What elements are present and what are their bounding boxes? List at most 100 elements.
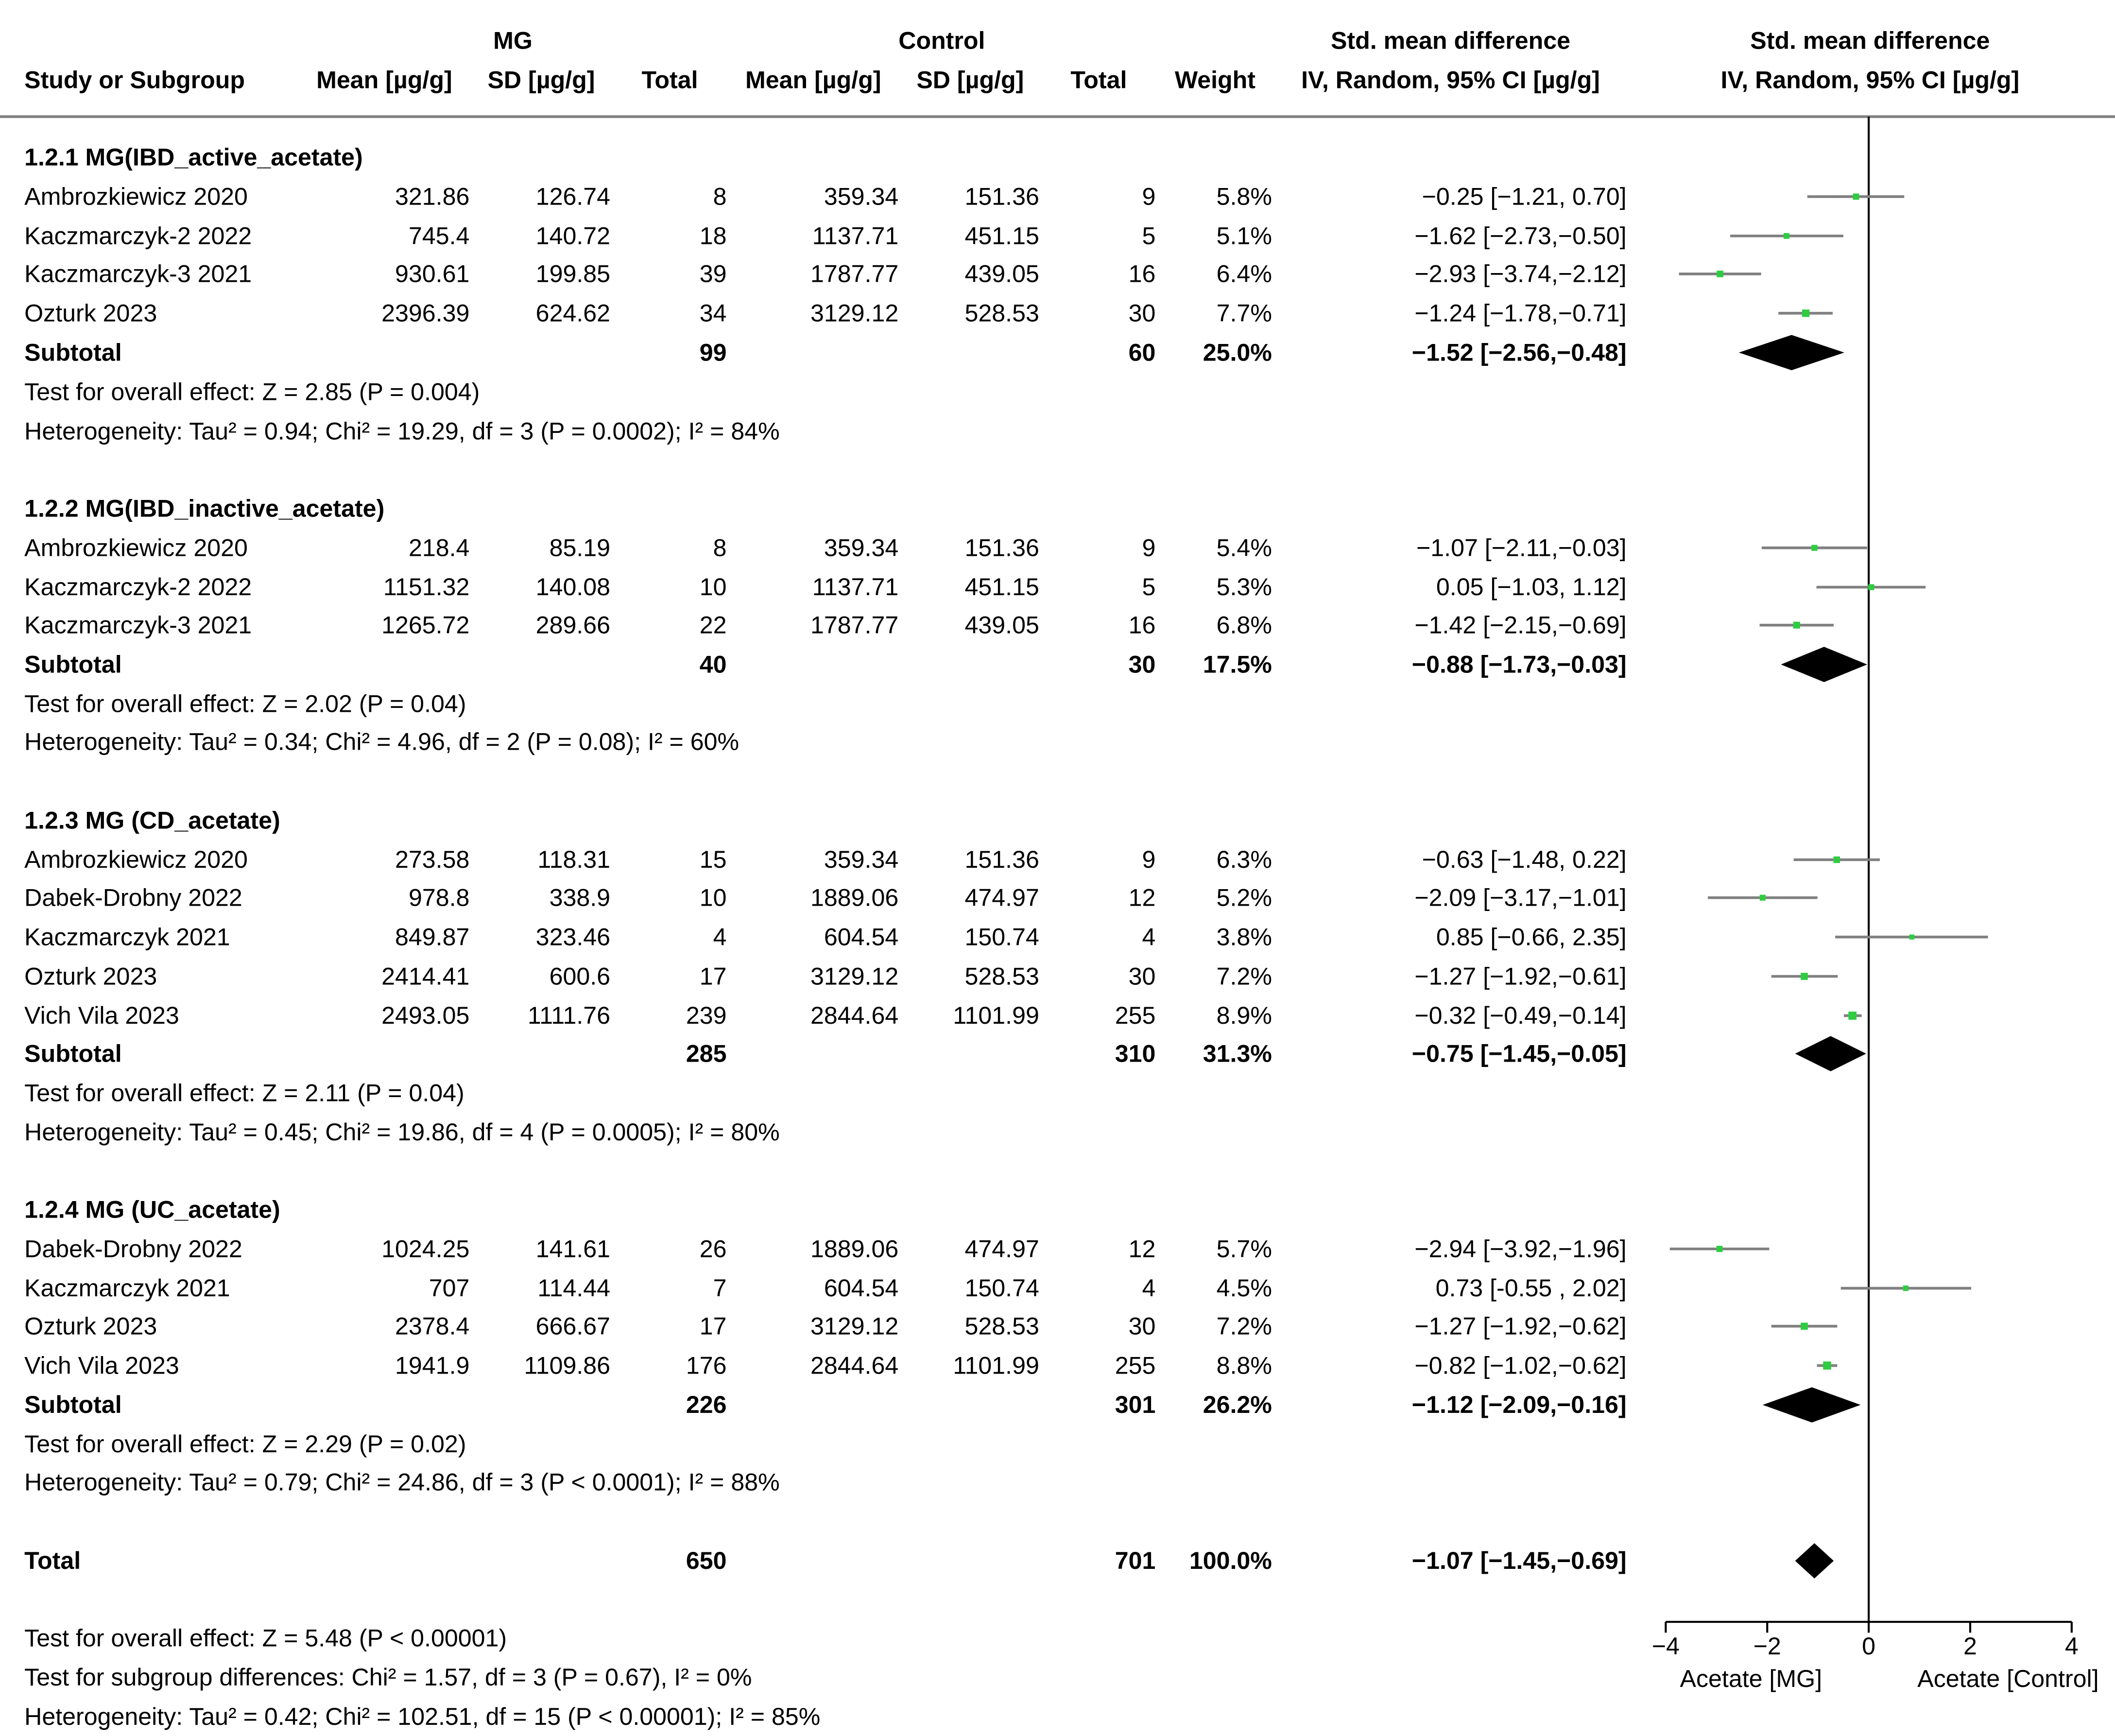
subgroup-title: 1.2.3 MG (CD_acetate) (24, 807, 280, 834)
weight-value: 3.8% (1216, 923, 1272, 951)
control-total-value: 12 (1128, 884, 1156, 911)
study-point-marker (1811, 545, 1818, 551)
smd-ci-value: −0.82 [−1.02,−0.62] (1414, 1352, 1627, 1379)
header-plot-method: IV, Random, 95% CI [µg/g] (1720, 66, 2020, 94)
study-point-marker (1717, 270, 1723, 277)
header-mg-mean: Mean [µg/g] (316, 66, 452, 94)
mg-sd-value: 199.85 (535, 260, 611, 288)
mg-sd-value: 141.61 (535, 1235, 611, 1263)
weight-value: 4.5% (1216, 1274, 1272, 1302)
control-mean-value: 3129.12 (810, 1312, 899, 1340)
mg-total-value: 17 (699, 963, 727, 990)
mg-mean-value: 745.4 (408, 222, 470, 250)
control-mean-value: 1137.71 (812, 222, 899, 250)
mg-mean-value: 2396.39 (381, 299, 470, 327)
weight-value: 7.2% (1216, 1312, 1272, 1340)
mg-mean-value: 930.61 (395, 260, 470, 288)
subtotal-label: Subtotal (24, 1391, 122, 1419)
x-axis-tick-label: 0 (1862, 1633, 1875, 1660)
mg-sd-value: 600.6 (549, 963, 611, 990)
study-point-marker (1833, 856, 1840, 863)
mg-total-value: 176 (686, 1352, 727, 1379)
header-mg-sd: SD [µg/g] (487, 66, 595, 94)
subtotal-label: Subtotal (24, 1040, 122, 1067)
control-total-value: 30 (1128, 299, 1156, 327)
subtotal-control-total: 301 (1115, 1391, 1156, 1419)
study-name: Kaczmarczyk 2021 (24, 1274, 230, 1302)
subgroup-heterogeneity: Heterogeneity: Tau² = 0.94; Chi² = 19.29… (24, 417, 780, 445)
control-sd-value: 150.74 (964, 1274, 1039, 1302)
control-mean-value: 2844.64 (810, 1352, 899, 1379)
subtotal-control-total: 60 (1128, 339, 1156, 366)
subtotal-label: Subtotal (24, 339, 122, 366)
control-sd-value: 150.74 (964, 923, 1039, 951)
subtotal-smd-ci: −0.75 [−1.45,−0.05] (1411, 1040, 1627, 1067)
control-total-value: 16 (1128, 260, 1156, 288)
weight-value: 7.7% (1216, 299, 1272, 327)
mg-mean-value: 2414.41 (381, 963, 470, 990)
control-sd-value: 151.36 (964, 846, 1039, 874)
study-name: Kaczmarczyk-3 2021 (24, 611, 252, 639)
mg-total-value: 10 (699, 573, 727, 601)
control-sd-value: 1101.99 (953, 1352, 1039, 1379)
header-study: Study or Subgroup (24, 66, 245, 94)
subtotal-label: Subtotal (24, 651, 122, 678)
subgroup-overall-effect: Test for overall effect: Z = 2.29 (P = 0… (24, 1430, 466, 1458)
mg-sd-value: 140.72 (535, 222, 611, 250)
mg-mean-value: 1151.32 (383, 573, 470, 601)
control-sd-value: 151.36 (964, 534, 1039, 562)
study-name: Kaczmarczyk 2021 (24, 923, 230, 951)
study-point-marker (1716, 1246, 1723, 1252)
subgroup-overall-effect: Test for overall effect: Z = 2.02 (P = 0… (24, 690, 466, 718)
smd-ci-value: −2.93 [−3.74,−2.12] (1414, 260, 1627, 288)
study-point-marker (1853, 193, 1859, 200)
mg-mean-value: 2378.4 (395, 1312, 470, 1340)
mg-sd-value: 126.74 (535, 183, 611, 210)
subtotal-diamond (1795, 1036, 1866, 1071)
weight-value: 5.2% (1216, 884, 1272, 911)
weight-value: 8.8% (1216, 1352, 1272, 1379)
study-point-marker (1868, 584, 1874, 590)
study-point-marker (1823, 1361, 1831, 1370)
total-mg-total: 650 (686, 1547, 727, 1575)
footer-subgroup-differences: Test for subgroup differences: Chi² = 1.… (24, 1664, 752, 1691)
weight-value: 5.8% (1216, 183, 1272, 210)
study-name: Ozturk 2023 (24, 299, 157, 327)
study-name: Vich Vila 2023 (24, 1352, 179, 1379)
header-ctrl-sd: SD [µg/g] (916, 66, 1024, 94)
control-total-value: 255 (1115, 1352, 1156, 1379)
weight-value: 5.7% (1216, 1235, 1272, 1263)
control-sd-value: 451.15 (964, 222, 1039, 250)
study-point-marker (1848, 1012, 1857, 1020)
header-group-mg: MG (493, 27, 533, 54)
smd-ci-value: −1.07 [−2.11,−0.03] (1416, 534, 1627, 562)
subgroup-overall-effect: Test for overall effect: Z = 2.11 (P = 0… (24, 1079, 464, 1107)
control-sd-value: 439.05 (964, 611, 1039, 639)
mg-total-value: 8 (713, 534, 727, 562)
header-weight: Weight (1174, 66, 1256, 94)
mg-total-value: 7 (713, 1274, 727, 1302)
study-name: Ambrozkiewicz 2020 (24, 183, 248, 210)
mg-sd-value: 85.19 (549, 534, 611, 562)
control-mean-value: 604.54 (824, 1274, 899, 1302)
header-ctrl-mean: Mean [µg/g] (745, 66, 881, 94)
control-sd-value: 151.36 (964, 183, 1039, 210)
mg-sd-value: 289.66 (535, 611, 611, 639)
weight-value: 8.9% (1216, 1002, 1272, 1030)
weight-value: 5.1% (1216, 222, 1272, 250)
smd-ci-value: −1.24 [−1.78,−0.71] (1414, 299, 1627, 327)
subtotal-weight: 31.3% (1203, 1040, 1272, 1067)
smd-ci-value: −1.27 [−1.92,−0.62] (1414, 1312, 1627, 1340)
control-sd-value: 528.53 (964, 1312, 1039, 1340)
x-axis-tick-label: 2 (1963, 1633, 1977, 1660)
weight-value: 7.2% (1216, 963, 1272, 990)
subtotal-mg-total: 99 (699, 339, 727, 366)
control-mean-value: 3129.12 (810, 963, 899, 990)
control-mean-value: 1787.77 (810, 611, 899, 639)
subtotal-weight: 26.2% (1203, 1391, 1272, 1419)
study-name: Kaczmarczyk-2 2022 (24, 573, 252, 601)
control-mean-value: 1137.71 (812, 573, 899, 601)
mg-mean-value: 218.4 (408, 534, 470, 562)
